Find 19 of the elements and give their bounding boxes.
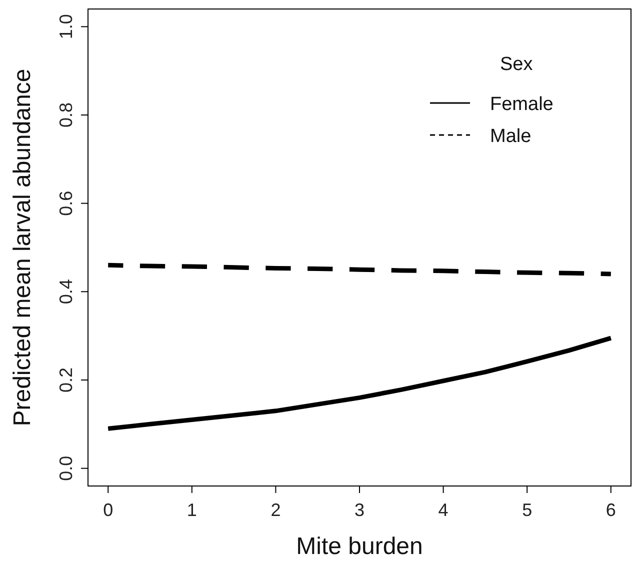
x-axis-title: Mite burden — [296, 533, 423, 560]
legend-label: Female — [490, 94, 554, 115]
x-tick-label: 4 — [438, 500, 448, 520]
y-tick-label: 1.0 — [56, 14, 76, 40]
y-tick-label: 0.0 — [56, 456, 76, 481]
x-tick-label: 3 — [354, 500, 365, 520]
y-tick-label: 0.2 — [56, 367, 76, 393]
legend-label: Male — [490, 126, 532, 147]
x-tick-label: 6 — [606, 500, 616, 520]
line-series — [106, 336, 614, 431]
x-tick-label: 2 — [270, 500, 281, 520]
y-axis-title: Predicted mean larval abundance — [9, 68, 36, 426]
x-tick-label: 5 — [522, 500, 532, 520]
y-tick-label: 0.8 — [56, 102, 76, 128]
legend-title: Sex — [500, 54, 534, 75]
x-tick-label: 0 — [103, 500, 114, 520]
x-tick-label: 1 — [186, 500, 197, 520]
y-tick-label: 0.4 — [56, 279, 76, 304]
y-tick-label: 0.6 — [56, 190, 76, 216]
